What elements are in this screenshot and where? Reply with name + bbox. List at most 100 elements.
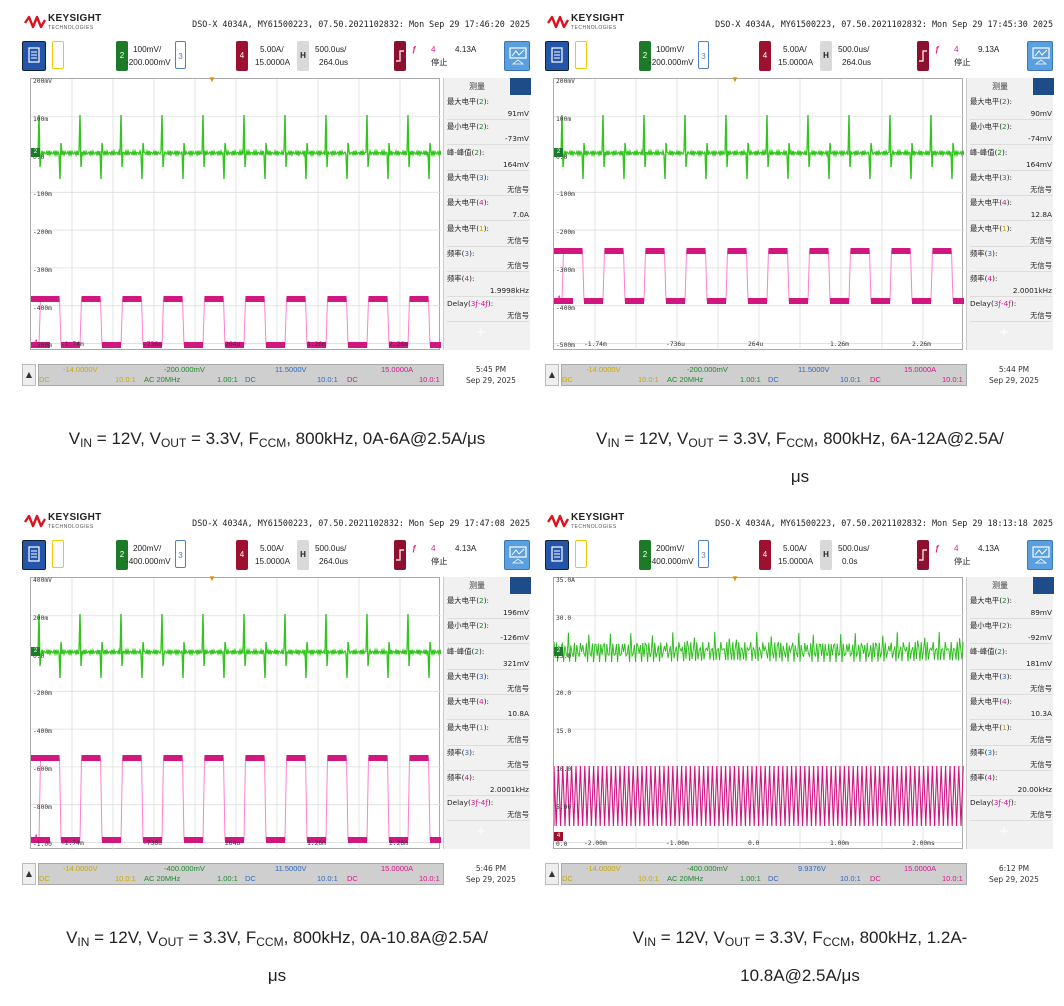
measurement-row[interactable]: 最大电平(2): 91mV: [447, 95, 529, 120]
measurement-row[interactable]: 最大电平(2): 90mV: [970, 95, 1052, 120]
measurement-row[interactable]: 最小电平(2): -92mV: [970, 619, 1052, 645]
y-axis-label: 25.0: [556, 652, 572, 660]
x-axis-label: 1.26m: [830, 341, 849, 348]
measurement-row[interactable]: 最大电平(4): 10.3A: [970, 695, 1052, 721]
measurement-row[interactable]: 最小电平(2): -73mV: [447, 120, 529, 146]
ch1-indicator[interactable]: [575, 540, 587, 568]
channel-summary-strip[interactable]: -14.0000V DC 10.0:1 -400.000mV AC 20MHz …: [38, 863, 444, 885]
run-state: 停止: [954, 557, 971, 566]
ch1-indicator[interactable]: [575, 41, 587, 69]
plus-icon[interactable]: +: [999, 324, 1010, 339]
horizontal-indicator[interactable]: H: [297, 540, 309, 570]
measurement-row[interactable]: 最大电平(4): 12.8A: [970, 196, 1052, 222]
channel-summary-strip[interactable]: -14.0000V DC 10.0:1 -200.000mV AC 20MHz …: [38, 364, 444, 386]
display-menu-button[interactable]: [504, 41, 530, 71]
measurement-label: 频率(3):: [970, 248, 998, 258]
plus-icon[interactable]: +: [476, 823, 487, 838]
ch4-ground-marker[interactable]: 4: [32, 833, 38, 843]
ch2-indicator[interactable]: 2: [639, 540, 651, 570]
channel-summary-strip[interactable]: -14.0000V DC 10.0:1 -400.000mV AC 20MHz …: [561, 863, 967, 885]
ch4-ground-marker[interactable]: 4: [554, 832, 563, 841]
ch2-ground-marker[interactable]: 2: [31, 148, 40, 157]
horizontal-indicator[interactable]: H: [297, 41, 309, 71]
plus-icon[interactable]: +: [999, 823, 1010, 838]
measurement-row[interactable]: 最大电平(3): 无信号: [447, 171, 529, 196]
ch2-ground-marker[interactable]: 2: [31, 647, 40, 656]
measurement-row[interactable]: 频率(3): 无信号: [970, 247, 1052, 272]
measurement-row[interactable]: 最大电平(1): 无信号: [970, 222, 1052, 247]
measurement-row[interactable]: 最大电平(1): 无信号: [970, 721, 1052, 746]
ch3-indicator[interactable]: 3: [175, 41, 186, 69]
measurement-row[interactable]: 最大电平(3): 无信号: [447, 670, 529, 695]
ch2-indicator[interactable]: 2: [639, 41, 651, 71]
plus-icon[interactable]: +: [476, 324, 487, 339]
trigger-indicator[interactable]: [394, 540, 406, 570]
trigger-indicator[interactable]: [917, 41, 929, 71]
measurement-row[interactable]: 频率(4): 2.0001kHz: [447, 771, 529, 797]
ch1-indicator[interactable]: [52, 41, 64, 69]
up-arrow-icon[interactable]: ▲: [22, 364, 36, 386]
measurement-row[interactable]: 频率(4): 2.0001kHz: [970, 272, 1052, 298]
measurements-menu-button[interactable]: [510, 577, 531, 594]
display-menu-button[interactable]: [1027, 41, 1053, 71]
ch3-indicator[interactable]: 3: [698, 540, 709, 568]
trigger-indicator[interactable]: [394, 41, 406, 71]
measurement-row[interactable]: 最小电平(2): -126mV: [447, 619, 529, 645]
ch4-ground-marker[interactable]: 4: [32, 338, 38, 348]
ch1-menu-button[interactable]: [545, 540, 569, 570]
ch3-indicator[interactable]: 3: [698, 41, 709, 69]
measurement-row[interactable]: 频率(3): 无信号: [447, 746, 529, 771]
ch2-ground-marker[interactable]: 2: [554, 148, 563, 157]
up-arrow-icon[interactable]: ▲: [22, 863, 36, 885]
ch4-indicator[interactable]: 4: [236, 540, 248, 570]
ch4-indicator[interactable]: 4: [759, 540, 771, 570]
measurement-label: 峰-峰值(2):: [447, 147, 485, 157]
ch2-indicator[interactable]: 2: [116, 540, 128, 570]
ch2-indicator[interactable]: 2: [116, 41, 128, 71]
measurement-row[interactable]: 频率(4): 1.9998kHz: [447, 272, 529, 298]
measurement-row[interactable]: 最大电平(4): 10.8A: [447, 695, 529, 721]
ch4-indicator[interactable]: 4: [236, 41, 248, 71]
measurement-row[interactable]: Delay(3ƒ-4ƒ): 无信号: [447, 796, 529, 822]
horizontal-indicator[interactable]: H: [820, 41, 832, 71]
measurement-row[interactable]: 最大电平(3): 无信号: [970, 171, 1052, 196]
measurement-row[interactable]: 峰-峰值(2): 181mV: [970, 645, 1052, 670]
up-arrow-icon[interactable]: ▲: [545, 863, 559, 885]
measurement-row[interactable]: 峰-峰值(2): 164mV: [447, 146, 529, 171]
measurement-row[interactable]: Delay(3ƒ-4ƒ): 无信号: [447, 297, 529, 323]
ch1-menu-button[interactable]: [22, 540, 46, 570]
ch1-menu-button[interactable]: [545, 41, 569, 71]
measurement-row[interactable]: 最大电平(2): 196mV: [447, 594, 529, 619]
measurements-menu-button[interactable]: [510, 78, 531, 95]
measurement-row[interactable]: 最大电平(1): 无信号: [447, 222, 529, 247]
measurement-row[interactable]: 频率(4): 20.00kHz: [970, 771, 1052, 797]
display-menu-button[interactable]: [1027, 540, 1053, 570]
measurement-row[interactable]: 峰-峰值(2): 321mV: [447, 645, 529, 670]
measurements-menu-button[interactable]: [1033, 78, 1054, 95]
channel-summary-strip[interactable]: -14.0000V DC 10.0:1 -200.000mV AC 20MHz …: [561, 364, 967, 386]
measurement-row[interactable]: Delay(3ƒ-4ƒ): 无信号: [970, 796, 1052, 822]
ch4-indicator[interactable]: 4: [759, 41, 771, 71]
up-arrow-icon[interactable]: ▲: [545, 364, 559, 386]
ch4-low-band: [266, 342, 285, 348]
measurement-row[interactable]: 最大电平(3): 无信号: [970, 670, 1052, 695]
measurement-row[interactable]: 最大电平(4): 7.0A: [447, 196, 529, 222]
measurement-row[interactable]: 最小电平(2): -74mV: [970, 120, 1052, 146]
trigger-indicator[interactable]: [917, 540, 929, 570]
measurement-row[interactable]: Delay(3ƒ-4ƒ): 无信号: [970, 297, 1052, 323]
ch4-ground-marker[interactable]: 4: [555, 294, 561, 304]
measurement-row[interactable]: 频率(3): 无信号: [447, 247, 529, 272]
horizontal-indicator[interactable]: H: [820, 540, 832, 570]
caption-vin: V: [68, 429, 81, 448]
display-menu-button[interactable]: [504, 540, 530, 570]
measurement-row[interactable]: 最大电平(1): 无信号: [447, 721, 529, 746]
measurements-menu-button[interactable]: [1033, 577, 1054, 594]
measurement-row[interactable]: 频率(3): 无信号: [970, 746, 1052, 771]
ch1-indicator[interactable]: [52, 540, 64, 568]
measurement-row[interactable]: 最大电平(2): 89mV: [970, 594, 1052, 619]
horizontal-scale: 500.0us/: [838, 45, 870, 54]
ch1-menu-button[interactable]: [22, 41, 46, 71]
ch2-ground-marker[interactable]: 2: [554, 647, 563, 656]
measurement-row[interactable]: 峰-峰值(2): 164mV: [970, 146, 1052, 171]
ch3-indicator[interactable]: 3: [175, 540, 186, 568]
